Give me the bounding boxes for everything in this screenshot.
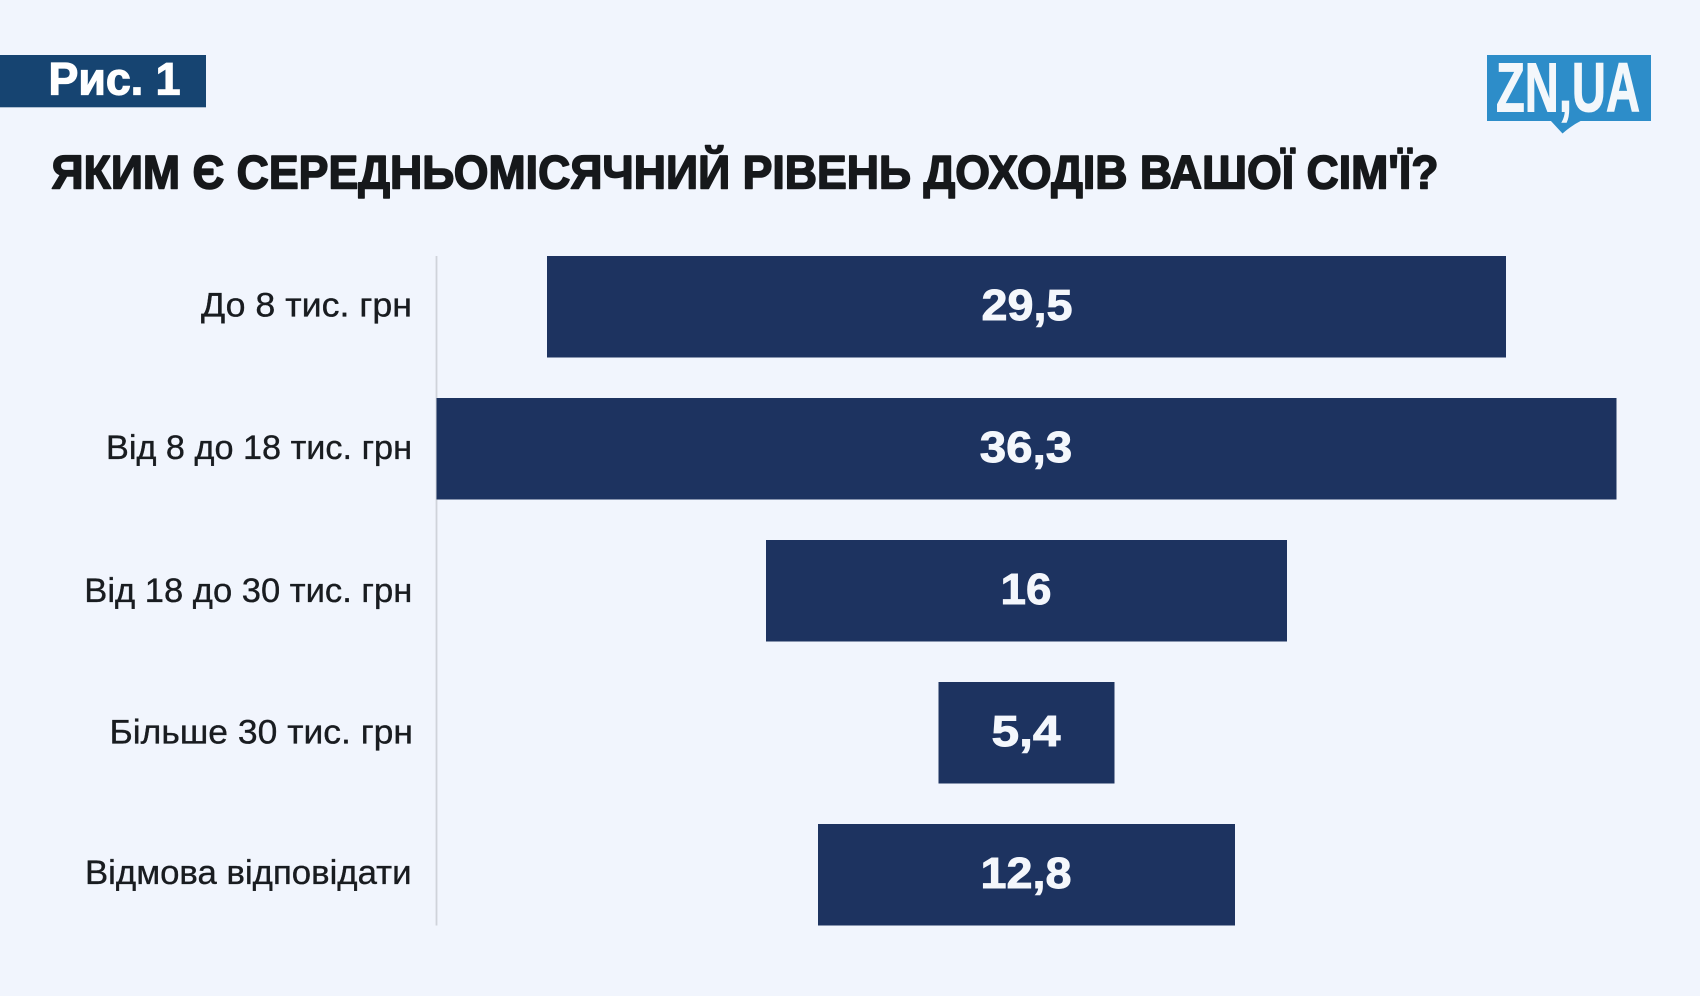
svg-text:12,8: 12,8 [981,849,1072,898]
svg-text:Відмова відповідати: Відмова відповідати [85,854,412,892]
svg-text:5,4: 5,4 [992,707,1062,756]
svg-text:36,3: 36,3 [980,423,1073,472]
svg-text:Рис. 1: Рис. 1 [49,53,181,104]
svg-text:Від 18 до 30 тис. грн: Від 18 до 30 тис. грн [84,572,412,610]
svg-text:16: 16 [1001,565,1052,614]
svg-text:Більше 30 тис. грн: Більше 30 тис. грн [110,714,414,752]
svg-text:ЯКИМ Є СЕРЕДНЬОМІСЯЧНИЙ РІВЕНЬ: ЯКИМ Є СЕРЕДНЬОМІСЯЧНИЙ РІВЕНЬ ДОХОДІВ В… [52,146,1439,199]
svg-text:До 8 тис. грн: До 8 тис. грн [201,287,412,325]
svg-text:ZN,UA: ZN,UA [1496,49,1640,127]
svg-text:29,5: 29,5 [982,281,1073,330]
svg-text:Від 8 до 18 тис. грн: Від 8 до 18 тис. грн [106,429,412,467]
